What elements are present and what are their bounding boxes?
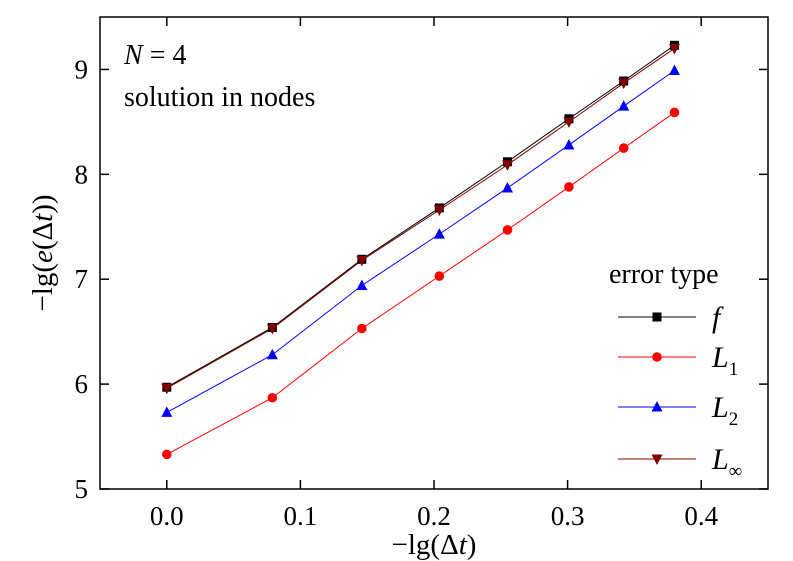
data-point <box>668 64 680 75</box>
data-point <box>433 205 445 216</box>
x-tick-label: 0.4 <box>684 501 718 531</box>
series-layer <box>161 40 680 460</box>
data-point <box>162 449 172 460</box>
x-tick-label: 0.0 <box>150 501 184 531</box>
data-point <box>161 406 173 417</box>
data-point <box>161 383 173 395</box>
annotation-solution: solution in nodes <box>124 82 315 113</box>
legend-label-main: L <box>711 391 729 424</box>
legend-label-sub: 2 <box>729 409 739 430</box>
y-tick-label: 7 <box>75 264 89 294</box>
series-line <box>166 112 675 455</box>
legend-title: error type <box>609 259 719 290</box>
data-point <box>502 225 513 235</box>
legend-marker <box>651 454 663 465</box>
data-point <box>563 117 575 128</box>
legend-marker <box>651 401 663 412</box>
legend-label: f <box>712 301 724 334</box>
series-line <box>166 44 675 388</box>
y-tick-label: 9 <box>75 54 89 84</box>
data-point <box>618 100 630 111</box>
data-point <box>356 255 368 267</box>
data-point <box>618 143 629 153</box>
x-tick-label: 0.3 <box>551 501 585 531</box>
legend-label-sub: ∞ <box>729 461 743 482</box>
y-axis-label: −lg(e(Δt)) <box>27 194 59 311</box>
legend-label: L∞ <box>711 443 742 482</box>
data-point <box>563 138 575 150</box>
data-point <box>266 348 278 360</box>
data-point <box>433 228 445 239</box>
x-tick-label: 0.1 <box>284 501 318 531</box>
data-point <box>668 43 680 55</box>
x-axis-label: −lg(Δt) <box>392 529 477 561</box>
data-point <box>618 78 630 90</box>
data-point <box>357 323 367 334</box>
data-point <box>266 324 278 335</box>
legend-label-main: L <box>711 443 729 476</box>
data-point <box>564 182 574 192</box>
legend-marker <box>652 312 662 322</box>
series-line <box>166 48 675 389</box>
y-tick-label: 8 <box>75 159 89 189</box>
data-point <box>434 271 445 281</box>
annotation-n: N = 4 <box>123 40 186 71</box>
y-tick-label: 6 <box>75 369 89 399</box>
data-point <box>356 279 368 291</box>
data-point <box>501 160 513 171</box>
legend-label-sub: 1 <box>729 359 739 380</box>
data-point <box>669 107 680 118</box>
legend-marker <box>652 352 662 362</box>
legend-label-main: L <box>711 341 729 374</box>
data-point <box>267 392 278 403</box>
x-tick-label: 0.2 <box>417 501 451 531</box>
legend-label-main: f <box>712 301 724 334</box>
ticks: 0.0 0.1 0.2 0.3 0.4 5 6 7 8 9 <box>75 17 768 531</box>
y-tick-label: 5 <box>75 474 89 504</box>
series-line <box>166 70 675 413</box>
data-point <box>501 181 513 193</box>
legend-label: L2 <box>711 391 738 430</box>
legend-label: L1 <box>711 341 738 380</box>
